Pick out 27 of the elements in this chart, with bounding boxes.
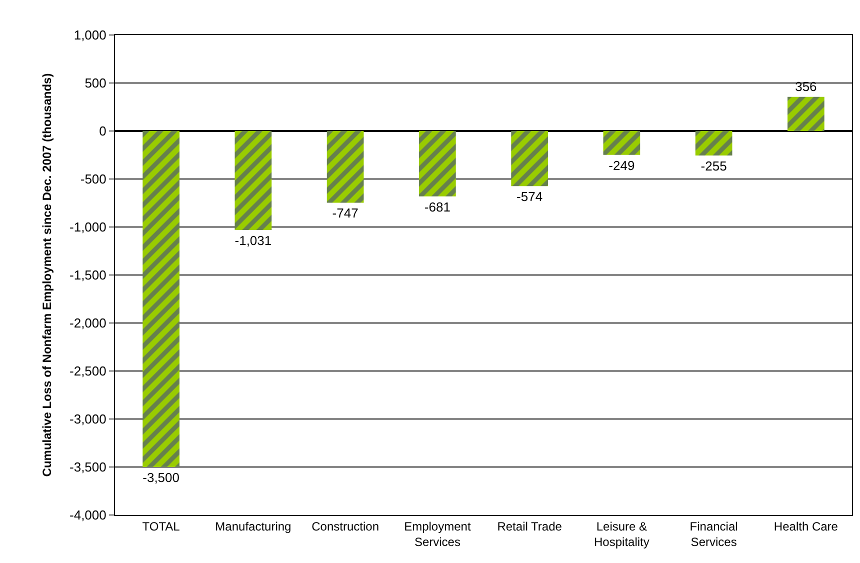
y-tick-label: 1,000 [74, 28, 106, 43]
data-label: -1,031 [234, 232, 272, 248]
y-tick-label: 0 [99, 124, 106, 139]
x-tick-label: Leisure & Hospitality [594, 519, 650, 549]
data-label: -3,500 [142, 470, 180, 485]
y-tick-label: -500 [80, 172, 106, 187]
x-tick-label: Retail Trade [497, 519, 562, 534]
y-tick-label: 500 [84, 76, 106, 91]
y-tick-label: -1,500 [70, 268, 106, 283]
y-axis-title: Cumulative Loss of Nonfarm Employment since Dec. 2007 (thousands) [40, 73, 54, 477]
data-label: -255 [700, 158, 727, 174]
y-tick-label: -1,000 [70, 220, 106, 235]
y-tick-label: -2,500 [70, 364, 106, 379]
data-label: -747 [332, 206, 358, 221]
x-tick-label: Health Care [774, 519, 838, 534]
y-tick-label: -3,500 [70, 460, 106, 475]
data-label: -681 [424, 199, 450, 214]
x-tick-label: Manufacturing [215, 519, 292, 534]
y-tick-label: -3,000 [70, 412, 106, 427]
x-tick-label: Construction [312, 519, 379, 534]
x-tick-label: Employment Services [404, 519, 472, 549]
data-label: -574 [516, 189, 543, 204]
x-tick-label: TOTAL [142, 519, 180, 534]
x-tick-label: Financial Services [690, 519, 738, 549]
data-label: -249 [608, 158, 635, 173]
y-tick-label: -2,000 [70, 316, 106, 331]
y-tick-label: -4,000 [70, 508, 106, 523]
